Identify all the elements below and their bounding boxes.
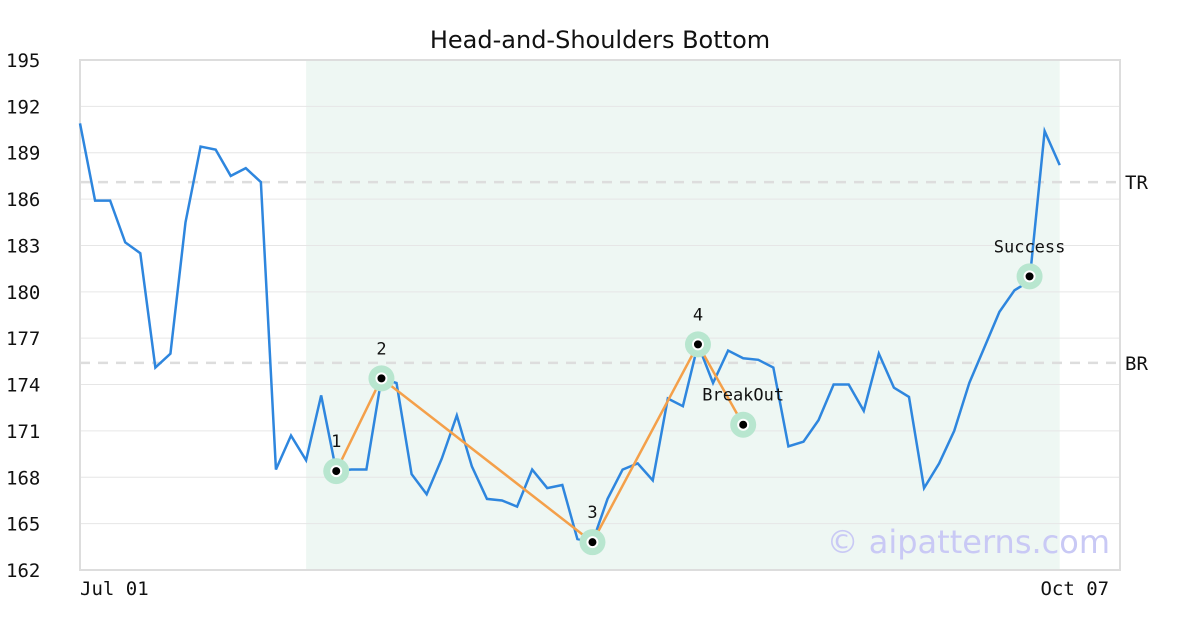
y-tick-label: 180 [6,282,40,304]
y-tick-label: 195 [6,50,40,72]
point-label: 1 [331,432,341,452]
watermark: © aipatterns.com [827,523,1110,561]
pattern-zone [306,60,1060,570]
y-tick-label: 189 [6,143,40,165]
y-tick-label: 171 [6,421,40,443]
x-tick-label: Jul 01 [80,578,149,600]
y-tick-label: 192 [6,96,40,118]
x-tick-label: Oct 07 [1040,578,1109,600]
y-tick-label: 165 [6,514,40,536]
point-dot [737,418,750,431]
point-label: BreakOut [702,386,784,406]
point-dot [1023,270,1036,283]
price-line [78,123,1061,544]
point-label: 2 [376,339,386,359]
y-tick-label: 174 [6,375,40,397]
point-label: 4 [693,305,703,325]
y-tick-label: 183 [6,235,40,257]
point-dot [375,372,388,385]
point-dot [330,465,343,478]
level-label: BR [1125,353,1148,375]
y-tick-label: 186 [6,189,40,211]
y-tick-label: 168 [6,467,40,489]
point-dot [691,338,704,351]
point-label: Success [994,237,1066,257]
y-tick-label: 177 [6,328,40,350]
point-label: 3 [587,503,597,523]
plot-border [79,59,1121,571]
chart-title: Head-and-Shoulders Bottom [430,26,770,54]
level-label: TR [1125,172,1148,194]
y-tick-label: 162 [6,560,40,582]
point-dot [586,536,599,549]
